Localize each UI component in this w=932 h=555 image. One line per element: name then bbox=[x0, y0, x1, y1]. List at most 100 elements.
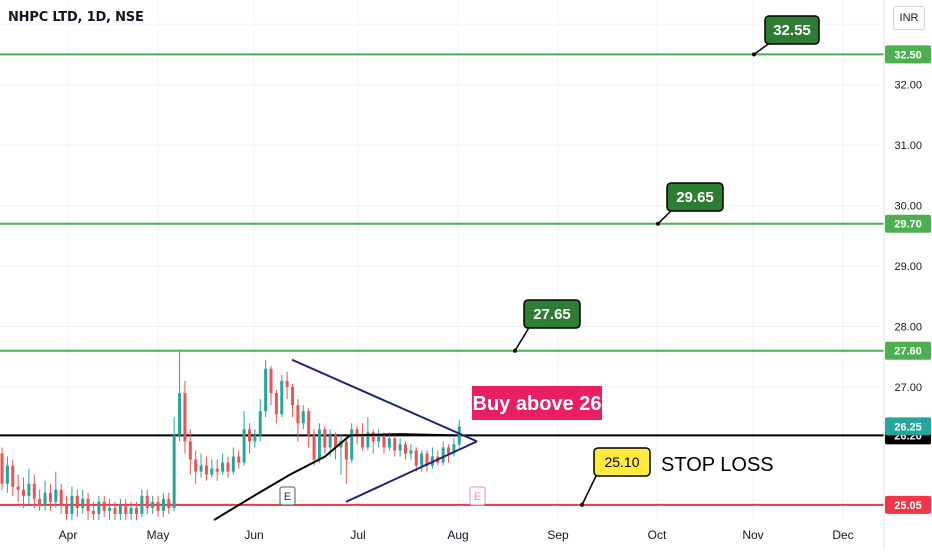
candle-body bbox=[280, 380, 284, 415]
x-tick-label: Nov bbox=[742, 528, 763, 542]
price-tag-bg bbox=[885, 214, 931, 233]
candle-body bbox=[360, 435, 364, 448]
candle-body bbox=[210, 468, 214, 475]
candle-body bbox=[301, 411, 305, 424]
earnings-marker-label: E bbox=[284, 491, 291, 503]
candle-body bbox=[420, 453, 424, 466]
triangle-upper-line[interactable] bbox=[291, 358, 478, 443]
candle-body bbox=[38, 498, 42, 505]
candle-body bbox=[194, 459, 198, 472]
candle-body bbox=[81, 498, 85, 508]
target-callout-label: 32.55 bbox=[773, 22, 811, 39]
candles bbox=[0, 350, 461, 520]
candle-body bbox=[156, 501, 160, 511]
price-tag-label: 29.70 bbox=[894, 219, 922, 231]
candle-body bbox=[221, 462, 225, 472]
candle-body bbox=[102, 501, 106, 511]
stoploss-callout-box[interactable] bbox=[593, 447, 651, 477]
candle-body bbox=[135, 507, 138, 514]
candle-body bbox=[124, 504, 128, 514]
x-tick-label: Sep bbox=[547, 528, 569, 542]
candle-body bbox=[118, 504, 122, 514]
candle-body bbox=[113, 507, 117, 514]
candle-body bbox=[296, 405, 300, 424]
candle-body bbox=[27, 483, 31, 496]
x-tick-label: Apr bbox=[59, 528, 78, 542]
candle-body bbox=[447, 447, 451, 454]
candle-body bbox=[339, 441, 343, 448]
candle-body bbox=[22, 489, 26, 496]
candle-body bbox=[226, 462, 230, 472]
y-tick-label: 27.00 bbox=[894, 382, 922, 394]
candle-body bbox=[366, 432, 370, 448]
triangle-lower-line[interactable] bbox=[345, 440, 478, 503]
candle-body bbox=[355, 429, 359, 436]
x-tick-label: Oct bbox=[648, 528, 667, 542]
candle-body bbox=[253, 435, 257, 442]
candle-body bbox=[317, 429, 321, 460]
candle-body bbox=[86, 498, 90, 511]
candle-body bbox=[204, 465, 208, 475]
candle-body bbox=[387, 438, 391, 448]
candle-body bbox=[328, 435, 332, 448]
stoploss-anchor-dot bbox=[580, 502, 584, 507]
candle-body bbox=[183, 393, 187, 442]
callouts[interactable]: 32.55 29.65 27.65 25.10 STOP LOSS Buy above 2… bbox=[279, 15, 820, 507]
candle-body bbox=[457, 426, 461, 445]
x-tick-label: Dec bbox=[832, 528, 853, 542]
candle-body bbox=[258, 411, 262, 436]
candle-body bbox=[178, 393, 182, 436]
candle-body bbox=[167, 498, 171, 508]
target-callout-box[interactable] bbox=[764, 15, 820, 45]
currency-button[interactable]: INR bbox=[893, 6, 925, 30]
candle-body bbox=[97, 501, 101, 514]
candle-body bbox=[59, 489, 63, 505]
target-callout-box[interactable] bbox=[666, 182, 724, 212]
candle-body bbox=[350, 429, 354, 460]
candle-body bbox=[242, 429, 246, 463]
candle-body bbox=[425, 453, 429, 466]
buy-annotation-label: Buy above 26 bbox=[473, 393, 602, 415]
y-tick-label: 29.00 bbox=[894, 261, 922, 273]
candle-body bbox=[452, 444, 456, 454]
candle-body bbox=[215, 468, 219, 472]
earnings-marker[interactable] bbox=[469, 486, 486, 506]
candle-body bbox=[91, 510, 95, 514]
y-tick-label: 31.00 bbox=[894, 140, 922, 152]
candle-body bbox=[404, 444, 407, 454]
candle-body bbox=[108, 507, 112, 511]
candle-body bbox=[247, 429, 251, 442]
candle-body bbox=[5, 465, 9, 484]
x-tick-label: Aug bbox=[447, 528, 468, 542]
candle-body bbox=[32, 483, 36, 499]
time-scale[interactable]: Apr May Jun Jul Aug Sep Oct Nov Dec bbox=[59, 528, 854, 542]
price-tag-bg bbox=[885, 341, 931, 360]
candle-body bbox=[291, 386, 295, 406]
target-callout-box[interactable] bbox=[523, 299, 581, 329]
last-price-tag-label: 26.25 bbox=[894, 421, 922, 433]
candle-body bbox=[65, 504, 69, 514]
price-tag-bg bbox=[885, 495, 931, 514]
candle-body bbox=[188, 441, 192, 460]
target-callout-label: 29.65 bbox=[676, 189, 714, 206]
candle-body bbox=[161, 498, 165, 511]
y-tick-label: 28.00 bbox=[894, 322, 922, 334]
callout-anchor-dot bbox=[513, 348, 517, 353]
price-tag-label: 25.05 bbox=[894, 500, 922, 512]
candle-body bbox=[441, 447, 445, 463]
symbol-title: NHPC LTD, 1D, NSE bbox=[8, 10, 144, 25]
candle-body bbox=[377, 435, 381, 442]
last-price-tag-bg bbox=[885, 417, 931, 436]
target-callout-label: 27.65 bbox=[533, 306, 571, 323]
candle-body bbox=[199, 465, 203, 472]
earnings-marker[interactable] bbox=[279, 486, 296, 506]
candle-body bbox=[54, 489, 58, 502]
stoploss-pointer bbox=[581, 473, 598, 506]
buy-annotation-box[interactable] bbox=[472, 386, 602, 420]
triangle-pattern[interactable] bbox=[291, 358, 478, 503]
candle-body bbox=[312, 435, 316, 460]
